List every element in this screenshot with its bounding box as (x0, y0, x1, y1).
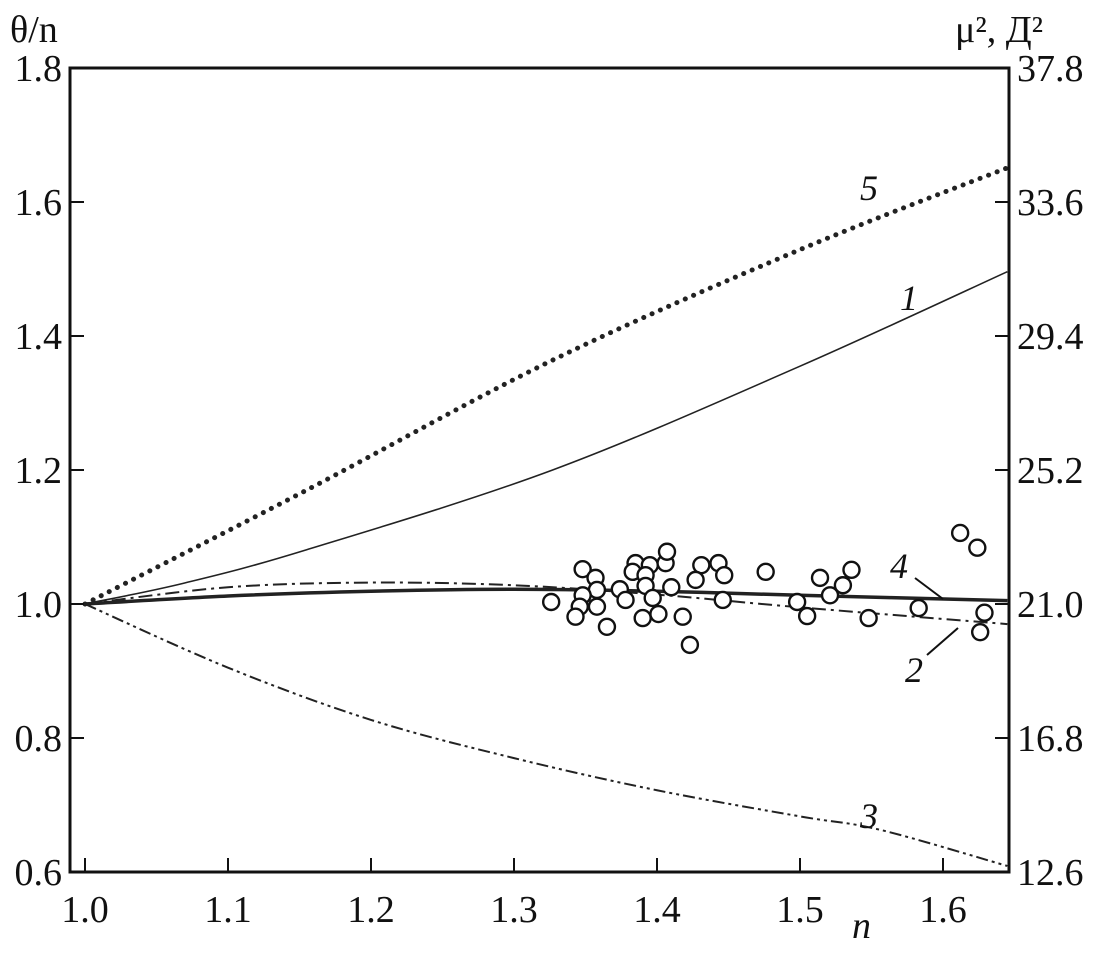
curve-label-5: 5 (860, 168, 878, 208)
leader-line-4 (914, 577, 944, 600)
data-point (649, 604, 668, 624)
data-point (787, 592, 807, 612)
data-point (713, 590, 732, 610)
y-tick-label-right: 37.8 (1017, 48, 1084, 90)
data-point (566, 607, 585, 626)
y-tick-label-right: 29.4 (1017, 316, 1084, 358)
data-point (810, 568, 830, 588)
curve-5 (82, 165, 1010, 607)
curve-label-4: 4 (890, 546, 908, 586)
data-point (541, 592, 561, 612)
data-point (859, 608, 878, 628)
data-point (833, 576, 853, 595)
y-tick-label: 1.0 (15, 584, 63, 626)
y-tick-label-right: 16.8 (1017, 718, 1084, 760)
y-tick-label: 1.8 (15, 48, 63, 90)
x-tick-label: 1.6 (919, 889, 967, 931)
y-axis-title: θ/n (10, 9, 58, 51)
y-tick-label: 0.6 (15, 852, 63, 894)
y-tick-label: 1.2 (15, 450, 63, 492)
data-point (797, 606, 817, 626)
data-point (587, 597, 607, 616)
data-point (842, 560, 861, 580)
scatter-points (541, 523, 994, 655)
y-tick-label: 0.8 (15, 718, 63, 760)
y-tick-label-right: 33.6 (1017, 182, 1084, 224)
y-tick-label: 1.4 (15, 316, 63, 358)
x-tick-label: 1.0 (61, 889, 109, 931)
leader-line-2 (926, 627, 959, 656)
data-point (909, 598, 928, 618)
x-tick-label: 1.4 (633, 889, 681, 931)
x-tick-label: 1.2 (347, 889, 395, 931)
curve-labels: 5 1 4 2 3 (859, 168, 923, 836)
curve-label-2: 2 (905, 650, 923, 690)
data-point (657, 542, 677, 561)
data-point (616, 590, 635, 610)
tick-labels: 1.0 1.1 1.2 1.3 1.4 1.5 1.60.6 12.60.8 16.81.0 21… (15, 48, 1084, 931)
data-point (597, 617, 617, 636)
data-point (820, 586, 840, 605)
curve-1 (84, 270, 1008, 605)
y-axis-right-title: μ², Д² (955, 9, 1043, 51)
curve-label-3: 3 (859, 796, 878, 836)
data-point (756, 562, 775, 582)
data-point (975, 603, 994, 622)
y-tick-label-right: 21.0 (1017, 584, 1084, 626)
x-tick-label: 1.1 (204, 889, 252, 931)
data-point (573, 559, 592, 579)
data-point (715, 565, 734, 585)
y-tick-label-right: 12.6 (1017, 852, 1084, 894)
data-point (633, 608, 652, 628)
data-point (968, 538, 987, 557)
data-point (662, 578, 681, 597)
curve-label-1: 1 (900, 278, 918, 318)
x-tick-label: 1.3 (490, 889, 538, 931)
data-point (673, 607, 692, 626)
ticks (70, 67, 1009, 873)
data-point (686, 570, 705, 590)
x-tick-label: 1.5 (776, 889, 824, 931)
curve-4 (84, 587, 1008, 606)
y-tick-label: 1.6 (15, 182, 63, 224)
data-point (680, 635, 700, 655)
curves (82, 165, 1010, 867)
data-point (950, 523, 970, 543)
data-point (970, 622, 990, 642)
y-tick-label-right: 25.2 (1017, 450, 1084, 492)
curve-3 (84, 603, 1008, 867)
data-point (643, 588, 662, 608)
curve-2 (84, 581, 1008, 626)
x-axis-title: n (852, 905, 871, 947)
